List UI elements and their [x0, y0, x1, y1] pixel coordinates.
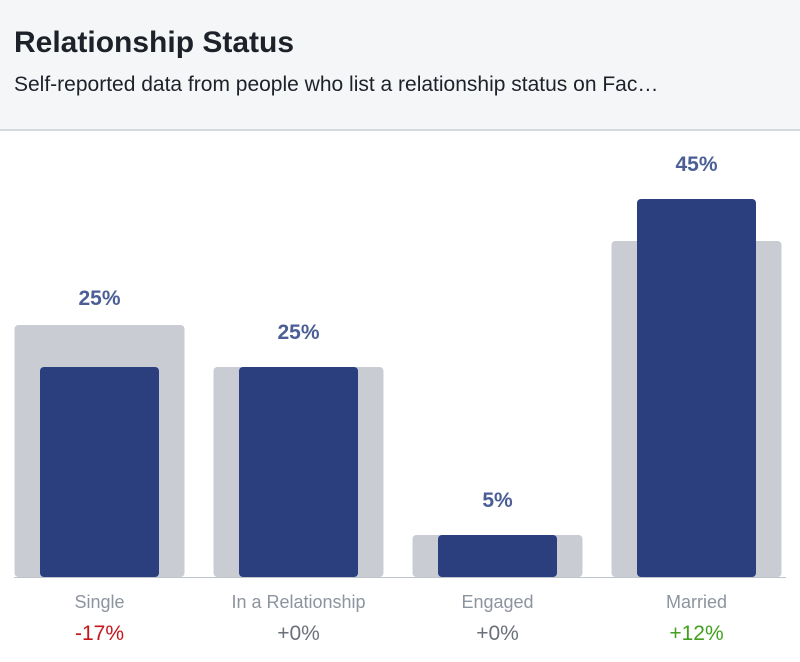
category-label: Single [74, 592, 124, 612]
category-label: In a Relationship [231, 592, 365, 612]
value-label: 5% [482, 489, 513, 512]
delta-label: +12% [669, 622, 723, 645]
value-bar [40, 367, 159, 577]
chart-title: Relationship Status [14, 26, 295, 59]
value-label: 45% [675, 153, 717, 176]
bar-chart-svg: 25% Single -17% 25% In a Relationship +0% 5% En… [14, 153, 786, 645]
delta-label: +0% [277, 622, 320, 645]
category-label: Engaged [461, 592, 533, 612]
bar-chart: 25% Single -17% 25% In a Relationship +0% 5% En… [0, 131, 800, 662]
category-label: Married [666, 592, 727, 612]
value-bar [637, 199, 756, 577]
value-label: 25% [277, 321, 319, 344]
chart-subtitle: Self-reported data from people who list … [14, 73, 659, 96]
delta-label: +0% [476, 622, 519, 645]
value-bar [438, 535, 557, 577]
delta-label: -17% [75, 622, 124, 645]
value-label: 25% [78, 287, 120, 310]
chart-header: Relationship Status Self-reported data f… [0, 0, 800, 131]
value-bar [239, 367, 358, 577]
